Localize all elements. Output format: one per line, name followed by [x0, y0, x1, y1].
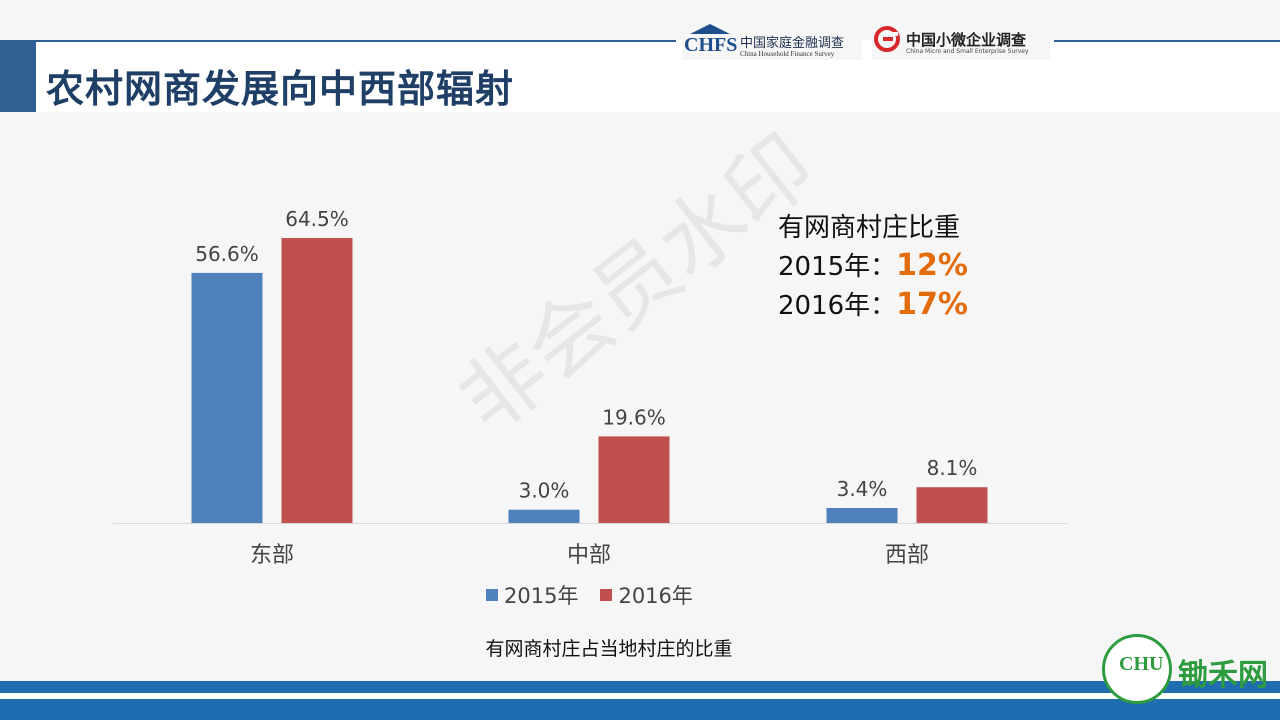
- annotation-2015-value: 12%: [896, 248, 968, 283]
- bar-1-1: [598, 436, 670, 523]
- legend-swatch-2015: [486, 589, 498, 601]
- footer-band-bottom: [0, 699, 1280, 720]
- annotation-row-2016: 2016年：17%: [778, 286, 968, 325]
- data-label-0-0: 56.6%: [195, 242, 259, 266]
- roof-icon: [690, 24, 730, 34]
- chfs-logo-mark: CHFS: [684, 34, 738, 56]
- legend-swatch-2016: [600, 589, 613, 601]
- chart-legend: 2015年 2016年: [486, 580, 715, 610]
- micro-survey-logo-cn: 中国小微企业调查: [906, 31, 1027, 49]
- category-label-0: 东部: [250, 543, 294, 568]
- annotation-box: 有网商村庄比重 2015年：12% 2016年：17%: [778, 210, 968, 325]
- micro-survey-logo: 中国小微企业调查 China Micro and Small Enterpris…: [872, 24, 1050, 60]
- data-label-1-0: 3.0%: [519, 479, 570, 503]
- chfs-logo: CHFS 中国家庭金融调查 China Household Finance Su…: [682, 24, 862, 60]
- footer-band-gap: [0, 693, 1280, 699]
- bar-1-0: [508, 509, 580, 523]
- header-rule-left: [36, 40, 676, 42]
- title-accent-bar: [0, 40, 36, 112]
- bar-2-0: [826, 507, 898, 523]
- bar-0-1: [281, 238, 353, 523]
- annotation-row-2015: 2015年：12%: [778, 247, 968, 286]
- brand-logo-icon: CHU: [1102, 634, 1172, 704]
- brand-logo-mark: CHU: [1119, 653, 1164, 675]
- slide-title: 农村网商发展向中西部辐射: [46, 67, 515, 111]
- annotation-2016-value: 17%: [896, 287, 968, 322]
- category-label-2: 西部: [885, 543, 929, 568]
- data-label-1-1: 19.6%: [602, 405, 666, 429]
- legend-item-2015: 2015年: [486, 580, 578, 610]
- legend-label-2016: 2016年: [618, 584, 693, 608]
- category-label-1: 中部: [567, 543, 611, 568]
- footer-band-top: [0, 681, 1280, 693]
- data-label-0-1: 64.5%: [285, 207, 349, 231]
- annotation-2016-label: 2016年：: [778, 291, 897, 321]
- chfs-logo-cn: 中国家庭金融调查: [740, 35, 845, 50]
- bar-2-1: [916, 487, 988, 523]
- brand-name: 锄禾网: [1178, 658, 1268, 693]
- title-band: [36, 40, 1280, 112]
- chfs-logo-en: China Household Finance Survey: [740, 50, 835, 58]
- micro-survey-emblem-icon: [874, 26, 900, 52]
- micro-survey-logo-en: China Micro and Small Enterprise Survey: [906, 48, 1029, 55]
- legend-item-2016: 2016年: [600, 580, 693, 610]
- data-label-2-1: 8.1%: [927, 456, 978, 480]
- data-label-2-0: 3.4%: [837, 477, 888, 501]
- bar-0-0: [191, 272, 263, 523]
- legend-label-2015: 2015年: [504, 584, 579, 608]
- annotation-heading: 有网商村庄比重: [778, 213, 961, 243]
- annotation-2015-label: 2015年：: [778, 252, 897, 282]
- header-rule-right: [1054, 40, 1280, 42]
- chart-caption: 有网商村庄占当地村庄的比重: [485, 638, 733, 660]
